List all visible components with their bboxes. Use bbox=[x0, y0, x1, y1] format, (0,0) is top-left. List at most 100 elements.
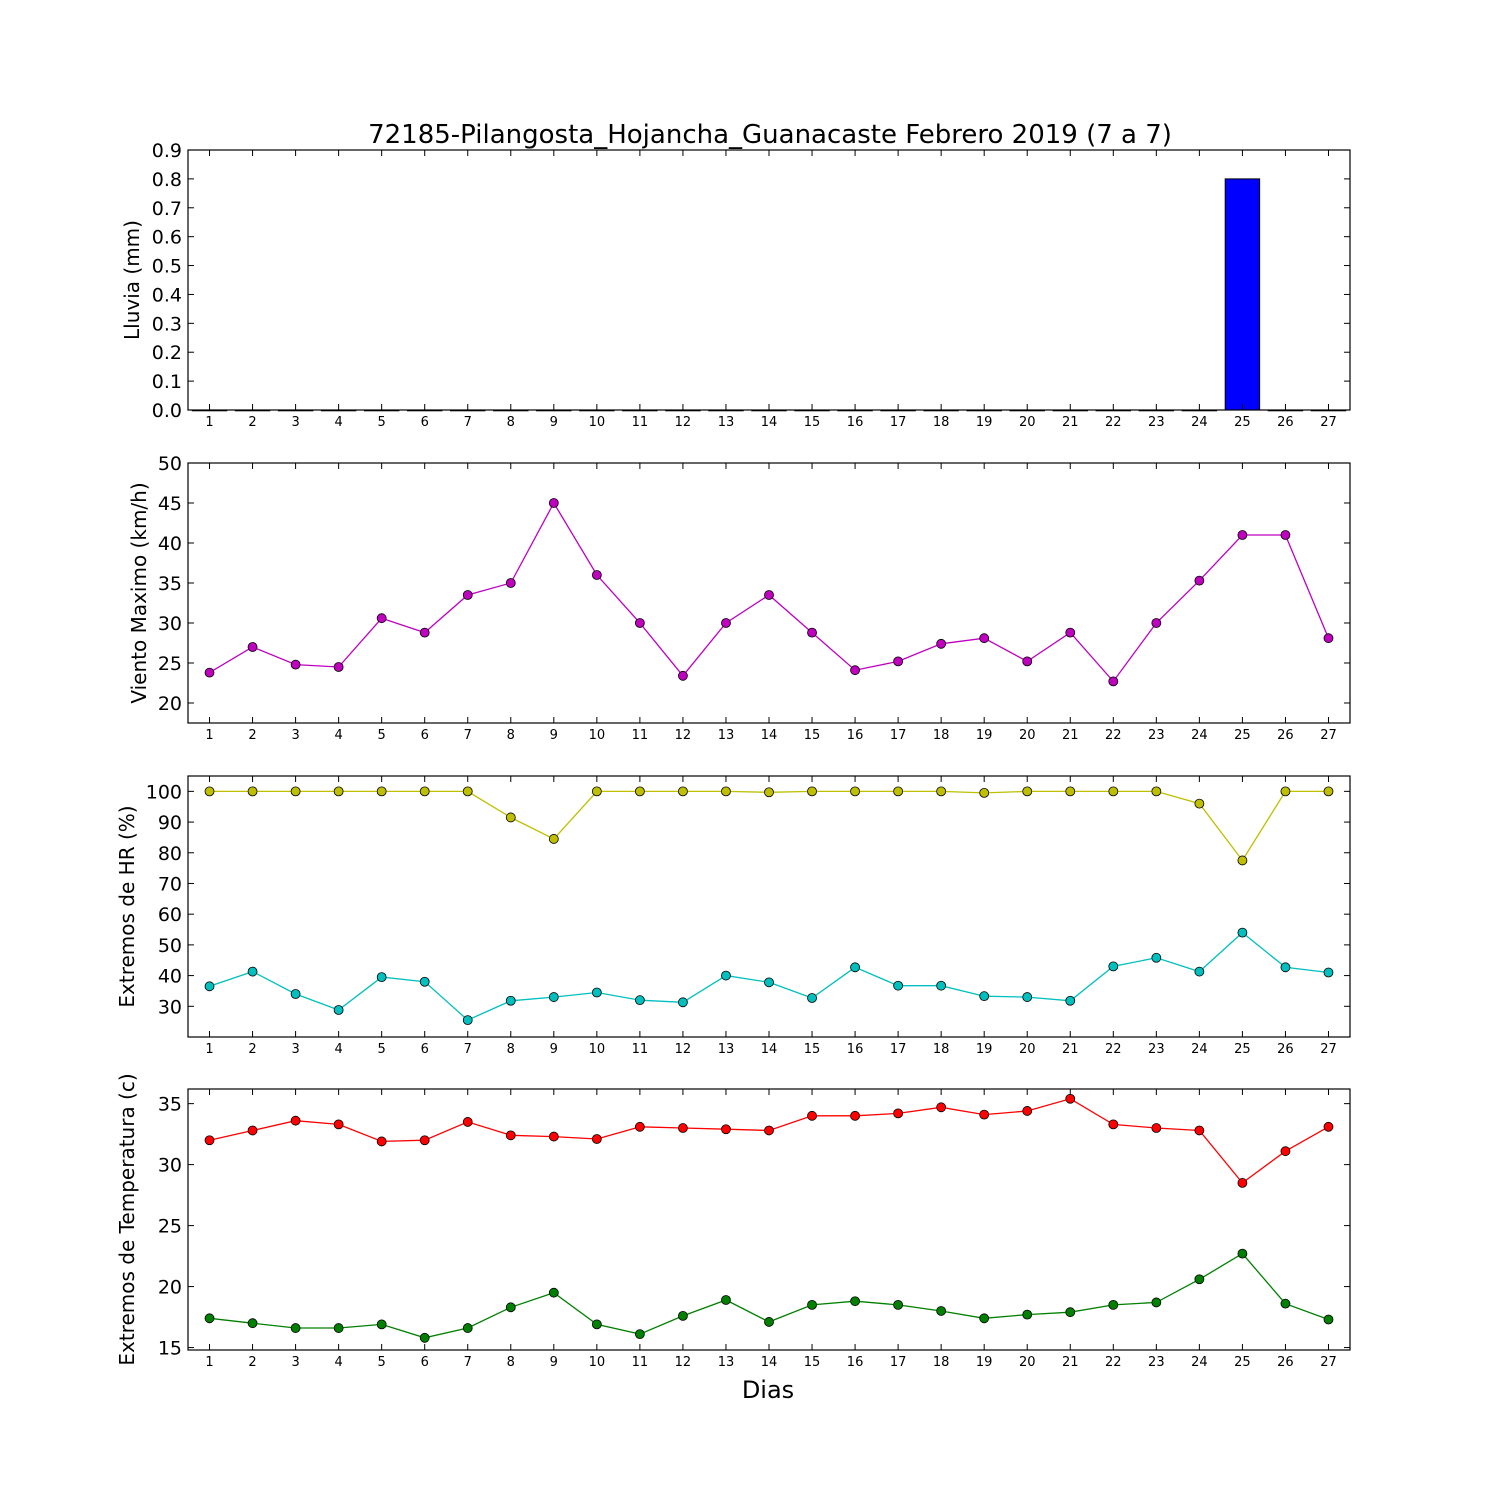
point-day-20 bbox=[1022, 992, 1033, 1002]
point-day-15 bbox=[807, 627, 817, 638]
point-day-22 bbox=[1108, 786, 1119, 797]
point-day-4 bbox=[333, 786, 344, 797]
series-2 bbox=[204, 927, 1334, 1026]
x-tick-label: 22 bbox=[1105, 415, 1122, 430]
point-day-5 bbox=[376, 1319, 387, 1330]
point-day-23 bbox=[1151, 1123, 1162, 1133]
y-tick-label: 0.3 bbox=[152, 313, 182, 335]
y-tick-label: 25 bbox=[158, 1216, 182, 1238]
y-tick-label: 0.0 bbox=[152, 400, 182, 422]
x-tick-label: 3 bbox=[291, 1355, 299, 1370]
point-day-20 bbox=[1022, 656, 1033, 667]
x-tick-label: 15 bbox=[804, 1042, 821, 1057]
point-day-8 bbox=[505, 1302, 516, 1313]
point-day-21 bbox=[1065, 1093, 1076, 1104]
point-day-17 bbox=[893, 656, 904, 667]
point-day-10 bbox=[591, 786, 602, 797]
x-tick-label: 12 bbox=[675, 1042, 692, 1057]
point-day-14 bbox=[764, 1125, 774, 1136]
x-tick-label: 13 bbox=[718, 728, 735, 743]
point-day-9 bbox=[548, 498, 559, 508]
point-day-7 bbox=[462, 1323, 473, 1333]
x-tick-label: 4 bbox=[334, 415, 342, 430]
point-day-16 bbox=[850, 1296, 860, 1307]
point-day-13 bbox=[721, 786, 731, 797]
point-day-4 bbox=[333, 1119, 344, 1130]
point-day-26 bbox=[1280, 1298, 1291, 1309]
x-tick-label: 5 bbox=[378, 1042, 386, 1057]
x-tick-label: 23 bbox=[1148, 728, 1165, 743]
point-day-24 bbox=[1194, 1125, 1205, 1136]
y-tick-label: 45 bbox=[158, 493, 182, 515]
x-tick-label: 10 bbox=[589, 1042, 606, 1057]
x-tick-label: 5 bbox=[378, 1355, 386, 1370]
point-day-19 bbox=[979, 991, 990, 1002]
x-tick-label: 21 bbox=[1062, 1355, 1079, 1370]
y-tick-label: 35 bbox=[158, 573, 182, 595]
x-tick-label: 14 bbox=[761, 728, 778, 743]
x-tick-label: 19 bbox=[976, 1355, 993, 1370]
point-day-21 bbox=[1065, 995, 1076, 1006]
point-day-26 bbox=[1280, 786, 1291, 797]
point-day-17 bbox=[893, 980, 904, 991]
point-day-16 bbox=[850, 1110, 860, 1121]
y-tick-label: 20 bbox=[158, 693, 182, 715]
x-tick-label: 8 bbox=[507, 415, 515, 430]
panel-3: 1 2 3 4 5 6 7 8 9 10 11 12 13 14 15 16 17 18 19 20 21 22 23 24 2… bbox=[115, 775, 1351, 1057]
point-day-15 bbox=[807, 1299, 817, 1310]
point-day-12 bbox=[678, 997, 688, 1008]
x-tick-label: 23 bbox=[1148, 1355, 1165, 1370]
x-tick-label: 13 bbox=[718, 1355, 735, 1370]
point-day-4 bbox=[333, 662, 344, 672]
x-tick-label: 24 bbox=[1191, 415, 1208, 430]
y-tick-label: 90 bbox=[158, 812, 182, 834]
point-day-10 bbox=[591, 570, 602, 580]
x-tick-label: 20 bbox=[1019, 728, 1036, 743]
point-day-6 bbox=[419, 1135, 430, 1146]
point-day-1 bbox=[204, 667, 215, 678]
x-tick-label: 7 bbox=[464, 728, 472, 743]
x-tick-label: 3 bbox=[291, 415, 299, 430]
point-day-23 bbox=[1151, 618, 1162, 628]
point-day-16 bbox=[850, 786, 860, 797]
point-day-7 bbox=[462, 1015, 473, 1026]
bar-day-25 bbox=[1224, 178, 1261, 411]
y-tick-label: 0.5 bbox=[152, 256, 182, 278]
y-tick-label: 50 bbox=[158, 453, 182, 475]
x-tick-label: 4 bbox=[334, 1355, 342, 1370]
point-day-9 bbox=[548, 1131, 559, 1142]
point-day-9 bbox=[548, 992, 559, 1002]
x-tick-label: 12 bbox=[675, 1355, 692, 1370]
x-tick-label: 14 bbox=[761, 1355, 778, 1370]
x-tick-label: 17 bbox=[890, 1042, 907, 1057]
y-axis-label: Extremos de Temperatura (c) bbox=[115, 1073, 139, 1365]
point-day-4 bbox=[333, 1005, 344, 1015]
x-tick-label: 16 bbox=[847, 415, 864, 430]
y-tick-label: 30 bbox=[158, 613, 182, 635]
point-day-1 bbox=[204, 981, 215, 992]
x-tick-label: 9 bbox=[550, 415, 558, 430]
point-day-13 bbox=[721, 1124, 731, 1135]
x-tick-label: 10 bbox=[589, 1355, 606, 1370]
y-tick-label: 0.9 bbox=[152, 140, 182, 162]
y-tick-label: 30 bbox=[158, 1155, 182, 1177]
y-tick-label: 0.8 bbox=[152, 169, 182, 191]
x-tick-label: 10 bbox=[589, 728, 606, 743]
x-tick-label: 27 bbox=[1320, 415, 1337, 430]
y-tick-label: 40 bbox=[158, 533, 182, 555]
x-tick-label: 4 bbox=[334, 1042, 342, 1057]
x-tick-label: 20 bbox=[1019, 415, 1036, 430]
panel-2: 1 2 3 4 5 6 7 8 9 10 11 12 13 14 15 16 17 18 19 20 21 22 23 24 2… bbox=[127, 453, 1351, 743]
x-tick-label: 15 bbox=[804, 728, 821, 743]
point-day-6 bbox=[419, 786, 430, 797]
x-tick-label: 14 bbox=[761, 415, 778, 430]
y-tick-label: 0.7 bbox=[152, 198, 182, 220]
point-day-26 bbox=[1280, 530, 1291, 540]
y-axis-label: Viento Maximo (km/h) bbox=[127, 482, 151, 703]
point-day-18 bbox=[936, 638, 947, 649]
point-day-20 bbox=[1022, 1106, 1033, 1116]
x-tick-label: 18 bbox=[933, 1355, 950, 1370]
x-tick-label: 6 bbox=[421, 415, 429, 430]
point-day-19 bbox=[979, 1109, 990, 1120]
